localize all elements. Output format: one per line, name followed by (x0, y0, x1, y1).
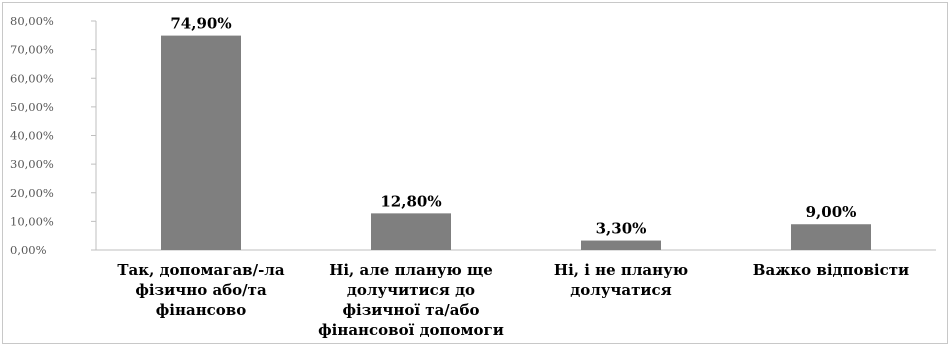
x-tick-label: Ні, і не планую долучатися (554, 261, 688, 299)
y-tick-label: 70,00% (10, 43, 54, 57)
bar (161, 35, 241, 250)
y-tick-label: 20,00% (10, 186, 54, 200)
y-tick-label: 30,00% (10, 157, 54, 171)
y-tick-label: 80,00% (10, 14, 54, 28)
chart-frame (2, 2, 948, 344)
bar (371, 213, 451, 250)
data-label: 74,90% (170, 15, 231, 33)
data-label: 3,30% (596, 220, 647, 238)
x-tick-label: Так, допомагав/-ла фізично або/та фінансов… (117, 261, 285, 319)
y-tick-label: 0,00% (10, 243, 47, 257)
y-tick-label: 10,00% (10, 214, 54, 228)
x-tick-label: Ні, але планую ще долучитися до фізичної т… (318, 261, 504, 339)
x-tick-label: Важко відповісти (753, 261, 909, 279)
y-tick-label: 50,00% (10, 100, 54, 114)
y-tick-label: 40,00% (10, 129, 54, 143)
data-label: 9,00% (806, 203, 857, 221)
y-tick-label: 60,00% (10, 71, 54, 85)
data-label: 12,80% (380, 192, 441, 210)
bar (791, 224, 871, 250)
bar (581, 240, 661, 250)
